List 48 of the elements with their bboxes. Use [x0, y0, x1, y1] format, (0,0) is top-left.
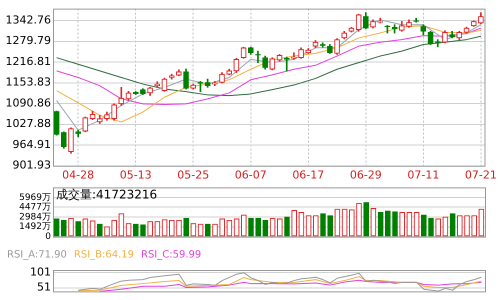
y-tick-label: 1279.79 [6, 34, 51, 48]
x-tick-label: 06-17 [292, 168, 324, 182]
x-tick-label: 06-07 [234, 168, 267, 182]
bar [183, 218, 190, 236]
bar [363, 202, 370, 236]
y-tick-label: 101 [30, 266, 51, 279]
bar [255, 218, 262, 236]
chart-title: 成交量:41723216 [56, 188, 158, 202]
y-tick-label: 4477万 [19, 202, 51, 213]
x-tick-label: 05-25 [177, 168, 210, 182]
bar [60, 220, 67, 236]
text: RSI_C:59.99 [141, 250, 202, 261]
x-tick-label: 06-29 [350, 168, 382, 182]
y-tick-label: 2984万 [19, 212, 51, 222]
bar [140, 224, 146, 236]
bar [96, 224, 103, 236]
y-tick-label: 1090.86 [6, 96, 51, 110]
bar [378, 212, 384, 236]
x-tick-label: 04-28 [62, 168, 94, 182]
y-tick-label: 1216.81 [6, 54, 51, 68]
bar [248, 218, 254, 236]
text: RSI_A:71.90 [7, 250, 67, 261]
bar [428, 218, 434, 236]
bar [392, 211, 398, 236]
y-tick-label: 1342.76 [6, 13, 51, 26]
bar [75, 221, 82, 236]
y-tick-label: 901.93 [12, 158, 51, 172]
bar [384, 210, 391, 236]
bar [262, 220, 268, 236]
bar [132, 224, 139, 236]
bar [54, 218, 60, 236]
y-tick-label: 1027.88 [6, 117, 51, 130]
bar [450, 213, 456, 236]
y-tick-label: 1153.83 [6, 76, 51, 89]
x-tick-label: 05-13 [120, 168, 152, 182]
bar [204, 224, 211, 236]
x-tick-label: 07-11 [407, 168, 440, 182]
text: RSI_B:64.19 [74, 250, 134, 261]
x-tick-label: 07-21 [464, 168, 497, 182]
bar [284, 216, 290, 236]
y-tick-label: 5969万 [19, 192, 51, 203]
bar [420, 214, 427, 236]
y-tick-label: 964.91 [12, 138, 51, 151]
y-tick-label: 1492万 [19, 222, 51, 232]
bar [320, 213, 326, 236]
bar [327, 215, 334, 236]
y-tick-label: 0 [45, 232, 52, 242]
y-tick-label: 51 [37, 280, 51, 294]
